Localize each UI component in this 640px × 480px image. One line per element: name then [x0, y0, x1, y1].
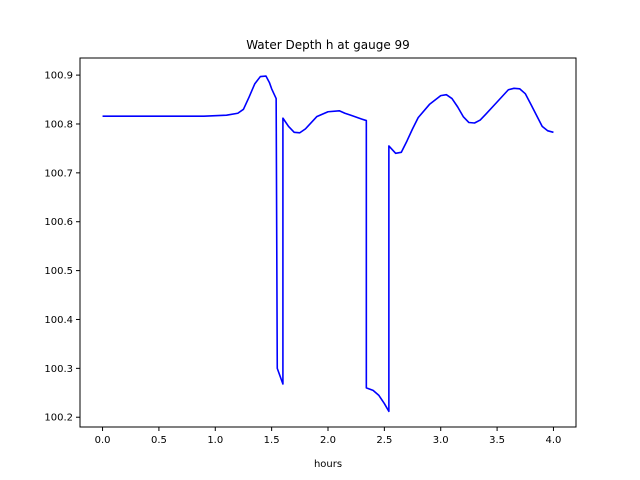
y-axis: 100.2 100.3 100.4 100.5 100.6 100.7 100.8 100.9 — [44, 71, 80, 424]
x-tick-label: 0.5 — [151, 435, 167, 446]
series-line-0 — [102, 75, 554, 413]
x-tick-label: 0.0 — [95, 435, 111, 446]
x-tick-label: 2.0 — [320, 435, 336, 446]
y-tick-label: 100.9 — [44, 71, 73, 82]
x-tick-label: 2.5 — [376, 435, 392, 446]
x-tick-label: 1.0 — [207, 435, 223, 446]
x-axis-label: hours — [314, 459, 342, 470]
x-axis: 0.0 0.5 1.0 1.5 2.0 2.5 3.0 3.5 4.0 — [95, 427, 562, 446]
plot-area — [102, 75, 554, 413]
x-tick-label: 3.5 — [489, 435, 505, 446]
x-tick-label: 3.0 — [433, 435, 449, 446]
y-tick-label: 100.4 — [44, 315, 73, 326]
x-tick-label: 4.0 — [546, 435, 562, 446]
chart-title: Water Depth h at gauge 99 — [246, 38, 410, 52]
y-tick-label: 100.3 — [44, 364, 73, 375]
y-tick-label: 100.5 — [44, 266, 73, 277]
x-tick-label: 1.5 — [264, 435, 280, 446]
y-tick-label: 100.2 — [44, 413, 73, 424]
y-tick-label: 100.8 — [44, 119, 73, 130]
y-tick-label: 100.6 — [44, 217, 73, 228]
y-tick-label: 100.7 — [44, 168, 73, 179]
